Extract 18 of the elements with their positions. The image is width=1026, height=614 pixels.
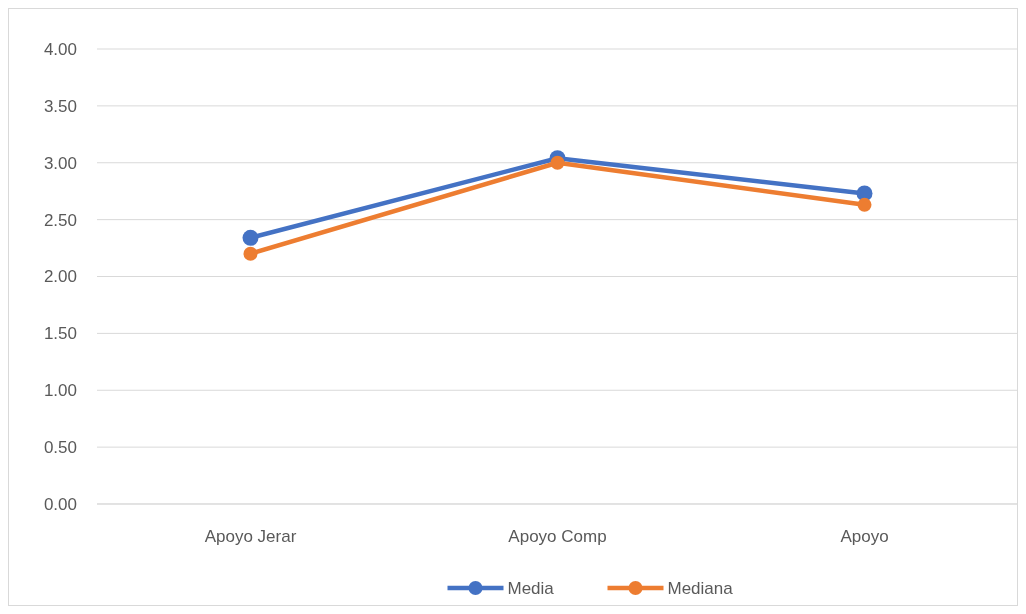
y-tick-label: 0.00 (43, 494, 77, 514)
x-tick-label: Apoyo Comp (508, 527, 607, 546)
x-tick-label: Apoyo Jerar (204, 527, 297, 546)
legend-label: Mediana (667, 578, 734, 598)
legend-label: Media (507, 578, 555, 598)
y-tick-label: 0.50 (43, 438, 77, 458)
x-tick-label: Apoyo (840, 527, 889, 546)
point (550, 155, 565, 170)
y-tick-label: 2.00 (43, 267, 77, 287)
y-tick-label: 1.50 (43, 324, 77, 344)
y-tick-label: 1.00 (43, 381, 77, 401)
y-tick-label: 2.50 (43, 210, 77, 230)
y-tick-label: 3.50 (43, 96, 77, 116)
y-tick-label: 4.00 (43, 39, 77, 59)
point (857, 197, 872, 212)
point (243, 246, 258, 261)
point (242, 229, 259, 246)
y-tick-label: 3.00 (43, 153, 77, 173)
